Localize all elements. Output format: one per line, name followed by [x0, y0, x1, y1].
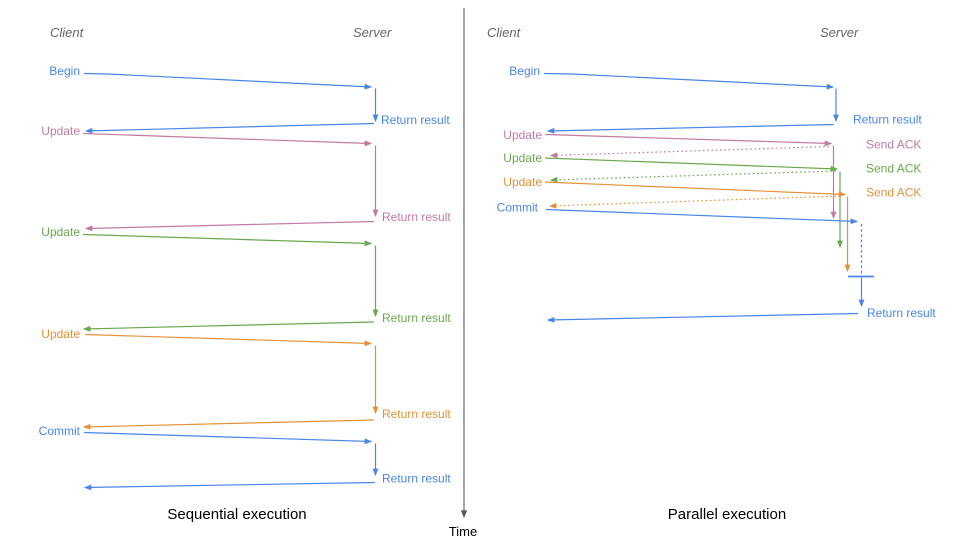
- par-commit-response-label: Return result: [867, 306, 936, 320]
- seq-begin-label: Begin: [49, 64, 80, 78]
- seq-update1-request-arrow: [82, 132, 373, 147]
- par-step-update-1: Update Send ACK: [503, 128, 921, 220]
- par-commit-label: Commit: [497, 201, 539, 215]
- par-update3-ack-arrow: [548, 195, 841, 209]
- par-begin-response-label: Return result: [853, 113, 922, 127]
- seq-step-commit: Commit Return result: [39, 424, 451, 491]
- seq-update2-label: Update: [41, 225, 80, 239]
- seq-update3-label: Update: [41, 327, 80, 341]
- seq-update3-response-arrow: [82, 419, 375, 430]
- par-client-header: Client: [487, 25, 522, 40]
- seq-update2-response-label: Return result: [382, 311, 451, 325]
- seq-server-header: Server: [353, 25, 392, 40]
- par-commit-response-arrow: [546, 312, 859, 323]
- parallel-panel: Client Server Begin Return result Update…: [487, 25, 936, 523]
- par-update2-ack-label: Send ACK: [866, 162, 921, 176]
- par-update1-ack-label: Send ACK: [866, 138, 921, 152]
- par-update1-ack-arrow: [549, 145, 830, 159]
- seq-update2-request-arrow: [82, 233, 373, 247]
- par-step-commit: Commit Return result: [497, 201, 936, 323]
- par-step-update-3: Update Send ACK: [503, 175, 921, 273]
- seq-update3-response-label: Return result: [382, 407, 451, 421]
- sequential-panel: Client Server Begin Return result Update…: [39, 25, 452, 523]
- seq-update3-request-arrow: [84, 333, 373, 347]
- seq-update1-response-label: Return result: [382, 210, 451, 224]
- par-step-begin: Begin Return result: [509, 64, 922, 134]
- par-update3-ack-label: Send ACK: [866, 186, 921, 200]
- seq-step-begin: Begin Return result: [49, 64, 450, 134]
- par-update2-label: Update: [503, 151, 542, 165]
- par-begin-label: Begin: [509, 64, 540, 78]
- seq-step-update-2: Update Return result: [41, 225, 451, 332]
- par-update2-ack-arrow: [549, 170, 837, 183]
- par-server-header: Server: [820, 25, 859, 40]
- seq-begin-response-arrow: [84, 122, 375, 134]
- seq-commit-response-label: Return result: [382, 472, 451, 486]
- seq-step-update-1: Update Return result: [41, 124, 451, 232]
- par-step-update-2: Update Send ACK: [503, 151, 921, 249]
- time-axis-label: Time: [449, 524, 477, 539]
- par-update1-label: Update: [503, 128, 542, 142]
- seq-step-update-3: Update Return result: [41, 327, 451, 430]
- seq-update1-response-arrow: [84, 220, 375, 232]
- par-commit-request-arrow: [545, 208, 859, 225]
- seq-client-header: Client: [50, 25, 85, 40]
- seq-commit-response-arrow: [83, 481, 376, 491]
- par-update3-label: Update: [503, 175, 542, 189]
- seq-begin-request-arrow: [83, 72, 373, 90]
- seq-begin-response-label: Return result: [381, 113, 450, 127]
- seq-commit-request-arrow: [83, 431, 373, 445]
- parallel-panel-title: Parallel execution: [668, 506, 786, 523]
- par-update2-request-arrow: [544, 157, 839, 172]
- sequential-panel-title: Sequential execution: [167, 506, 306, 523]
- par-begin-response-arrow: [546, 123, 835, 134]
- par-update1-request-arrow: [544, 133, 833, 147]
- par-begin-request-arrow: [543, 72, 835, 90]
- seq-commit-label: Commit: [39, 424, 81, 438]
- time-axis: Time: [449, 8, 477, 539]
- seq-update2-response-arrow: [82, 321, 375, 332]
- seq-update1-label: Update: [41, 124, 80, 138]
- par-update3-request-arrow: [544, 181, 847, 198]
